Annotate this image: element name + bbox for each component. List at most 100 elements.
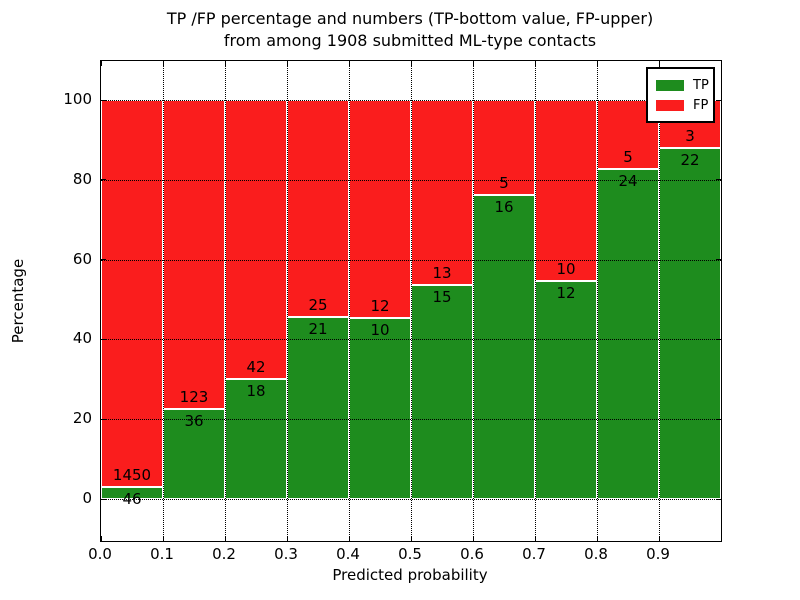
tp-count-label: 18 xyxy=(246,382,266,401)
fp-count-label: 3 xyxy=(685,126,695,145)
y-tick-label: 100 xyxy=(63,90,92,108)
x-tick-mark xyxy=(720,61,722,66)
chart-title-line1: TP /FP percentage and numbers (TP-bottom… xyxy=(166,9,654,28)
fp-count-label: 1450 xyxy=(112,465,152,484)
y-tick-label: 80 xyxy=(72,169,92,188)
x-tick-mark xyxy=(534,61,536,66)
bar-fp-segment xyxy=(287,100,349,317)
y-axis-label: Percentage xyxy=(9,258,27,344)
tp-count-label: 16 xyxy=(494,198,514,216)
bar-tp-segment xyxy=(597,168,659,499)
y-tick-mark xyxy=(101,259,106,261)
y-tick-label: 60 xyxy=(72,249,92,268)
fp-count-label: 42 xyxy=(246,358,266,377)
x-tick-mark xyxy=(286,536,288,541)
x-tick-mark xyxy=(720,536,722,541)
x-tick-label: 0.3 xyxy=(274,545,298,563)
x-tick-mark xyxy=(658,61,660,66)
fp-count-label: 10 xyxy=(556,260,576,279)
bar-tp-segment xyxy=(349,317,411,499)
legend-label-tp: TP xyxy=(693,77,709,93)
fp-count-label: 5 xyxy=(623,147,633,166)
x-tick-mark xyxy=(162,61,164,66)
y-tick-mark xyxy=(716,338,721,340)
bar-tp-segment xyxy=(163,408,225,499)
fp-count-label: 25 xyxy=(308,295,328,314)
tp-count-label: 10 xyxy=(370,320,390,339)
tp-count-label: 24 xyxy=(618,171,638,190)
tp-count-label: 12 xyxy=(556,284,576,303)
vertical-gridline xyxy=(472,61,474,541)
legend-item-fp: FP xyxy=(656,95,709,115)
x-tick-mark xyxy=(348,536,350,541)
x-axis-label: Predicted probability xyxy=(332,566,488,584)
bar-fp-segment xyxy=(473,100,535,195)
x-tick-label: 0.0 xyxy=(88,545,112,563)
y-tick-label: 20 xyxy=(72,409,92,428)
tp-swatch-icon xyxy=(656,79,684,91)
bar-tp-segment xyxy=(659,147,721,499)
x-tick-label: 0.7 xyxy=(522,545,546,563)
vertical-gridline xyxy=(658,61,660,541)
bar-fp-segment xyxy=(163,100,225,409)
x-tick-mark xyxy=(472,536,474,541)
x-tick-mark xyxy=(472,61,474,66)
x-tick-label: 0.6 xyxy=(460,545,484,563)
x-tick-mark xyxy=(534,536,536,541)
bar-fp-segment xyxy=(535,100,597,282)
x-tick-label: 0.8 xyxy=(584,545,608,563)
y-tick-mark xyxy=(716,498,721,500)
fp-count-label: 5 xyxy=(499,174,509,192)
chart-title: TP /FP percentage and numbers (TP-bottom… xyxy=(100,8,720,52)
bar-tp-segment xyxy=(473,195,535,499)
x-tick-mark xyxy=(410,536,412,541)
x-tick-mark xyxy=(410,61,412,66)
x-tick-mark xyxy=(100,61,102,66)
x-tick-label: 0.9 xyxy=(646,545,670,563)
y-tick-mark xyxy=(101,498,106,500)
y-tick-mark xyxy=(101,99,106,101)
vertical-gridline xyxy=(286,61,288,541)
x-tick-label: 0.2 xyxy=(212,545,236,563)
vertical-gridline xyxy=(348,61,350,541)
x-tick-label: 0.5 xyxy=(398,545,422,563)
bar-tp-segment xyxy=(411,285,473,499)
bar-tp-segment xyxy=(535,281,597,499)
tp-count-label: 36 xyxy=(184,411,204,430)
y-tick-mark xyxy=(101,338,106,340)
x-tick-label: 0.4 xyxy=(336,545,360,563)
chart-title-line2: from among 1908 submitted ML-type contac… xyxy=(223,31,597,50)
x-tick-mark xyxy=(348,61,350,66)
bar-fp-segment xyxy=(225,100,287,380)
fp-swatch-icon xyxy=(656,99,684,111)
tp-count-label: 46 xyxy=(122,489,142,508)
x-tick-mark xyxy=(224,536,226,541)
x-tick-mark xyxy=(162,536,164,541)
legend-label-fp: FP xyxy=(693,97,709,113)
bar-fp-segment xyxy=(101,100,163,487)
tp-count-label: 22 xyxy=(680,150,700,169)
bar-tp-segment xyxy=(225,379,287,499)
vertical-gridline xyxy=(224,61,226,541)
bar-fp-segment xyxy=(411,100,473,286)
y-tick-mark xyxy=(101,418,106,420)
x-tick-mark xyxy=(596,61,598,66)
fp-count-label: 12 xyxy=(370,296,390,315)
y-tick-mark xyxy=(716,179,721,181)
y-tick-label: 0 xyxy=(82,489,92,507)
legend: TP FP xyxy=(646,67,715,123)
x-tick-mark xyxy=(286,61,288,66)
plot-area: TP FP 1450 46 123 36 42 18 25 21 12 10 13 15 5 16 10 12 5… xyxy=(100,60,722,542)
y-tick-mark xyxy=(716,99,721,101)
legend-item-tp: TP xyxy=(656,75,709,95)
bar-tp-segment xyxy=(287,316,349,499)
bar-fp-segment xyxy=(349,100,411,318)
y-tick-mark xyxy=(101,179,106,181)
y-tick-label: 40 xyxy=(72,329,92,348)
fp-count-label: 13 xyxy=(432,264,452,283)
y-tick-mark xyxy=(716,418,721,420)
x-tick-mark xyxy=(100,536,102,541)
x-tick-label: 0.1 xyxy=(150,545,174,563)
x-tick-mark xyxy=(658,536,660,541)
